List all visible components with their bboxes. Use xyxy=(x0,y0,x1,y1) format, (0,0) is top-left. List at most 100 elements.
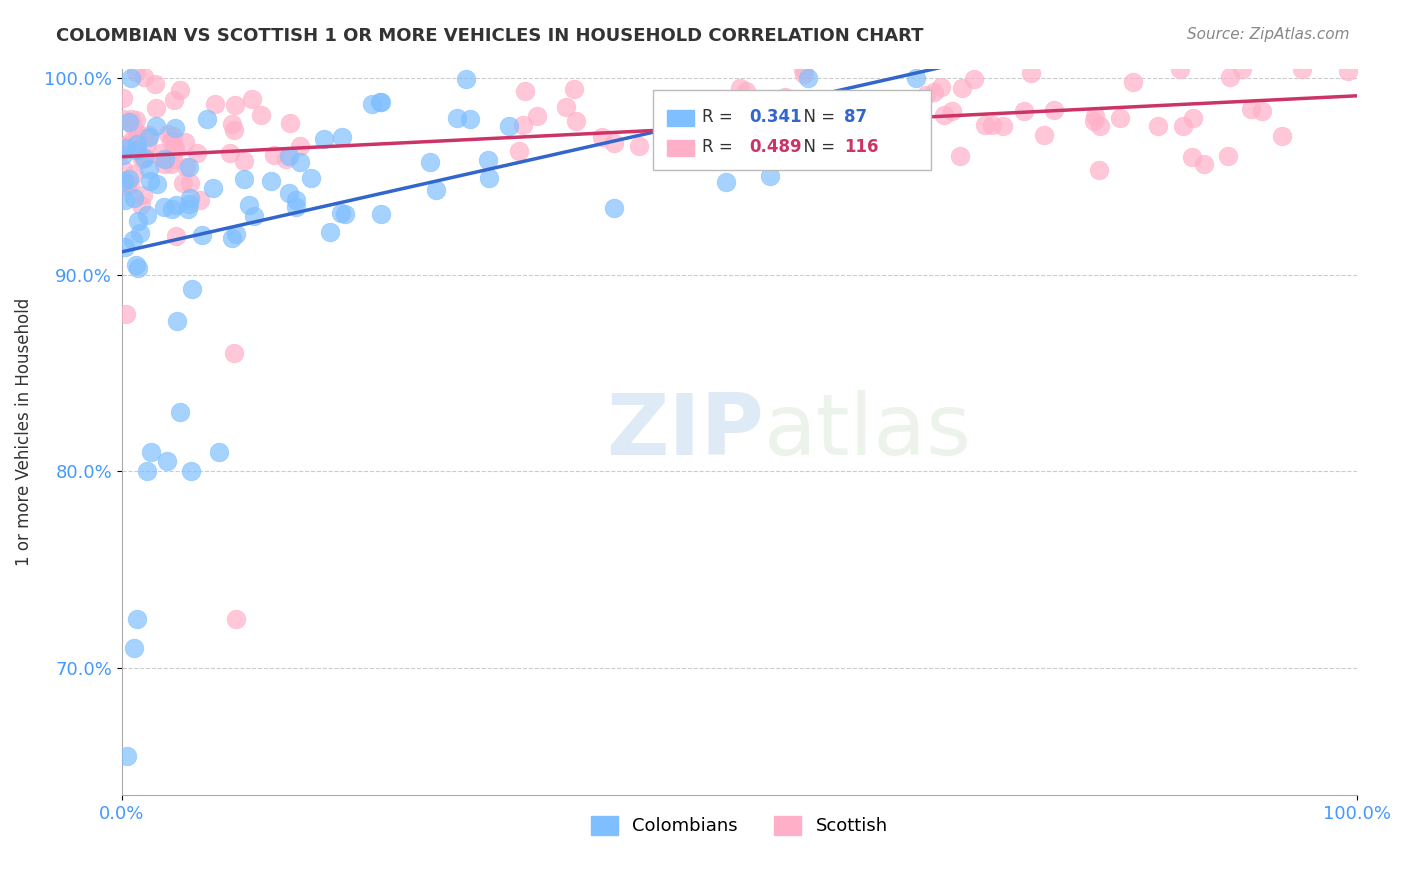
Point xyxy=(319,225,342,239)
Point xyxy=(112,174,135,188)
Point xyxy=(115,307,138,321)
Point xyxy=(163,138,186,153)
Point xyxy=(120,112,142,126)
Point xyxy=(121,120,143,134)
Point xyxy=(118,115,141,129)
Point xyxy=(512,118,534,132)
Point xyxy=(224,346,246,360)
Point xyxy=(793,67,815,81)
Point xyxy=(290,139,312,153)
Point xyxy=(1043,103,1066,118)
Point xyxy=(162,128,184,143)
Point xyxy=(277,186,299,200)
Point xyxy=(115,138,138,153)
Point xyxy=(789,95,811,110)
Point xyxy=(425,183,447,197)
Point xyxy=(627,139,650,153)
Legend: Colombians, Scottish: Colombians, Scottish xyxy=(582,807,897,845)
Point xyxy=(152,200,174,214)
Point xyxy=(177,202,200,216)
Point xyxy=(174,136,197,150)
Point xyxy=(145,119,167,133)
Point xyxy=(330,129,353,144)
Point xyxy=(1012,103,1035,118)
Point xyxy=(232,153,254,168)
Point xyxy=(221,117,243,131)
Point xyxy=(333,207,356,221)
Point xyxy=(134,70,156,84)
Point xyxy=(974,118,997,132)
Point xyxy=(208,444,231,458)
Point xyxy=(165,121,187,136)
Point xyxy=(118,172,141,186)
Point xyxy=(1219,70,1241,85)
Point xyxy=(172,176,194,190)
Point xyxy=(446,111,468,125)
Point xyxy=(950,81,973,95)
Point xyxy=(806,95,828,109)
Point xyxy=(478,171,501,186)
FancyBboxPatch shape xyxy=(652,90,931,170)
Point xyxy=(132,151,155,165)
Text: 0.489: 0.489 xyxy=(749,138,801,156)
Text: ZIP: ZIP xyxy=(606,391,763,474)
Point xyxy=(981,118,1004,132)
Point xyxy=(202,181,225,195)
Point xyxy=(160,156,183,170)
Point xyxy=(114,193,136,207)
Point xyxy=(243,209,266,223)
Point xyxy=(924,85,946,99)
Point xyxy=(125,144,148,158)
Y-axis label: 1 or more Vehicles in Household: 1 or more Vehicles in Household xyxy=(15,298,32,566)
Point xyxy=(188,193,211,207)
Point xyxy=(759,169,782,184)
Point xyxy=(456,71,478,86)
Point xyxy=(360,96,382,111)
Point xyxy=(240,92,263,106)
Point xyxy=(821,94,844,108)
Point xyxy=(370,95,392,109)
Point xyxy=(138,161,160,176)
Point xyxy=(562,82,585,96)
Point xyxy=(132,188,155,202)
Point xyxy=(526,109,548,123)
Point xyxy=(179,176,201,190)
Point xyxy=(792,62,814,76)
Point xyxy=(565,114,588,128)
Point xyxy=(299,171,322,186)
Point xyxy=(139,444,162,458)
Point xyxy=(728,81,751,95)
Point xyxy=(124,64,146,78)
Point xyxy=(125,128,148,142)
Point xyxy=(904,71,927,86)
Point xyxy=(225,611,247,625)
Point xyxy=(152,152,174,166)
Point xyxy=(1122,75,1144,89)
Point xyxy=(225,227,247,241)
Point xyxy=(195,112,218,126)
Point xyxy=(224,122,246,136)
Point xyxy=(145,101,167,115)
Point xyxy=(134,150,156,164)
Point xyxy=(136,208,159,222)
Point xyxy=(114,240,136,254)
Point xyxy=(458,112,481,127)
Text: R =: R = xyxy=(703,138,738,156)
Point xyxy=(1088,162,1111,177)
Point xyxy=(714,175,737,189)
Point xyxy=(115,179,138,194)
Point xyxy=(278,116,301,130)
Point xyxy=(1181,111,1204,125)
Point xyxy=(136,464,159,478)
Point xyxy=(112,148,135,162)
Text: 116: 116 xyxy=(845,138,879,156)
Point xyxy=(884,93,907,107)
Point xyxy=(156,127,179,141)
Point xyxy=(735,84,758,98)
Point xyxy=(169,405,191,419)
Point xyxy=(1251,103,1274,118)
Point xyxy=(755,151,778,165)
Point xyxy=(124,112,146,127)
Text: 87: 87 xyxy=(845,108,868,127)
Point xyxy=(125,136,148,151)
